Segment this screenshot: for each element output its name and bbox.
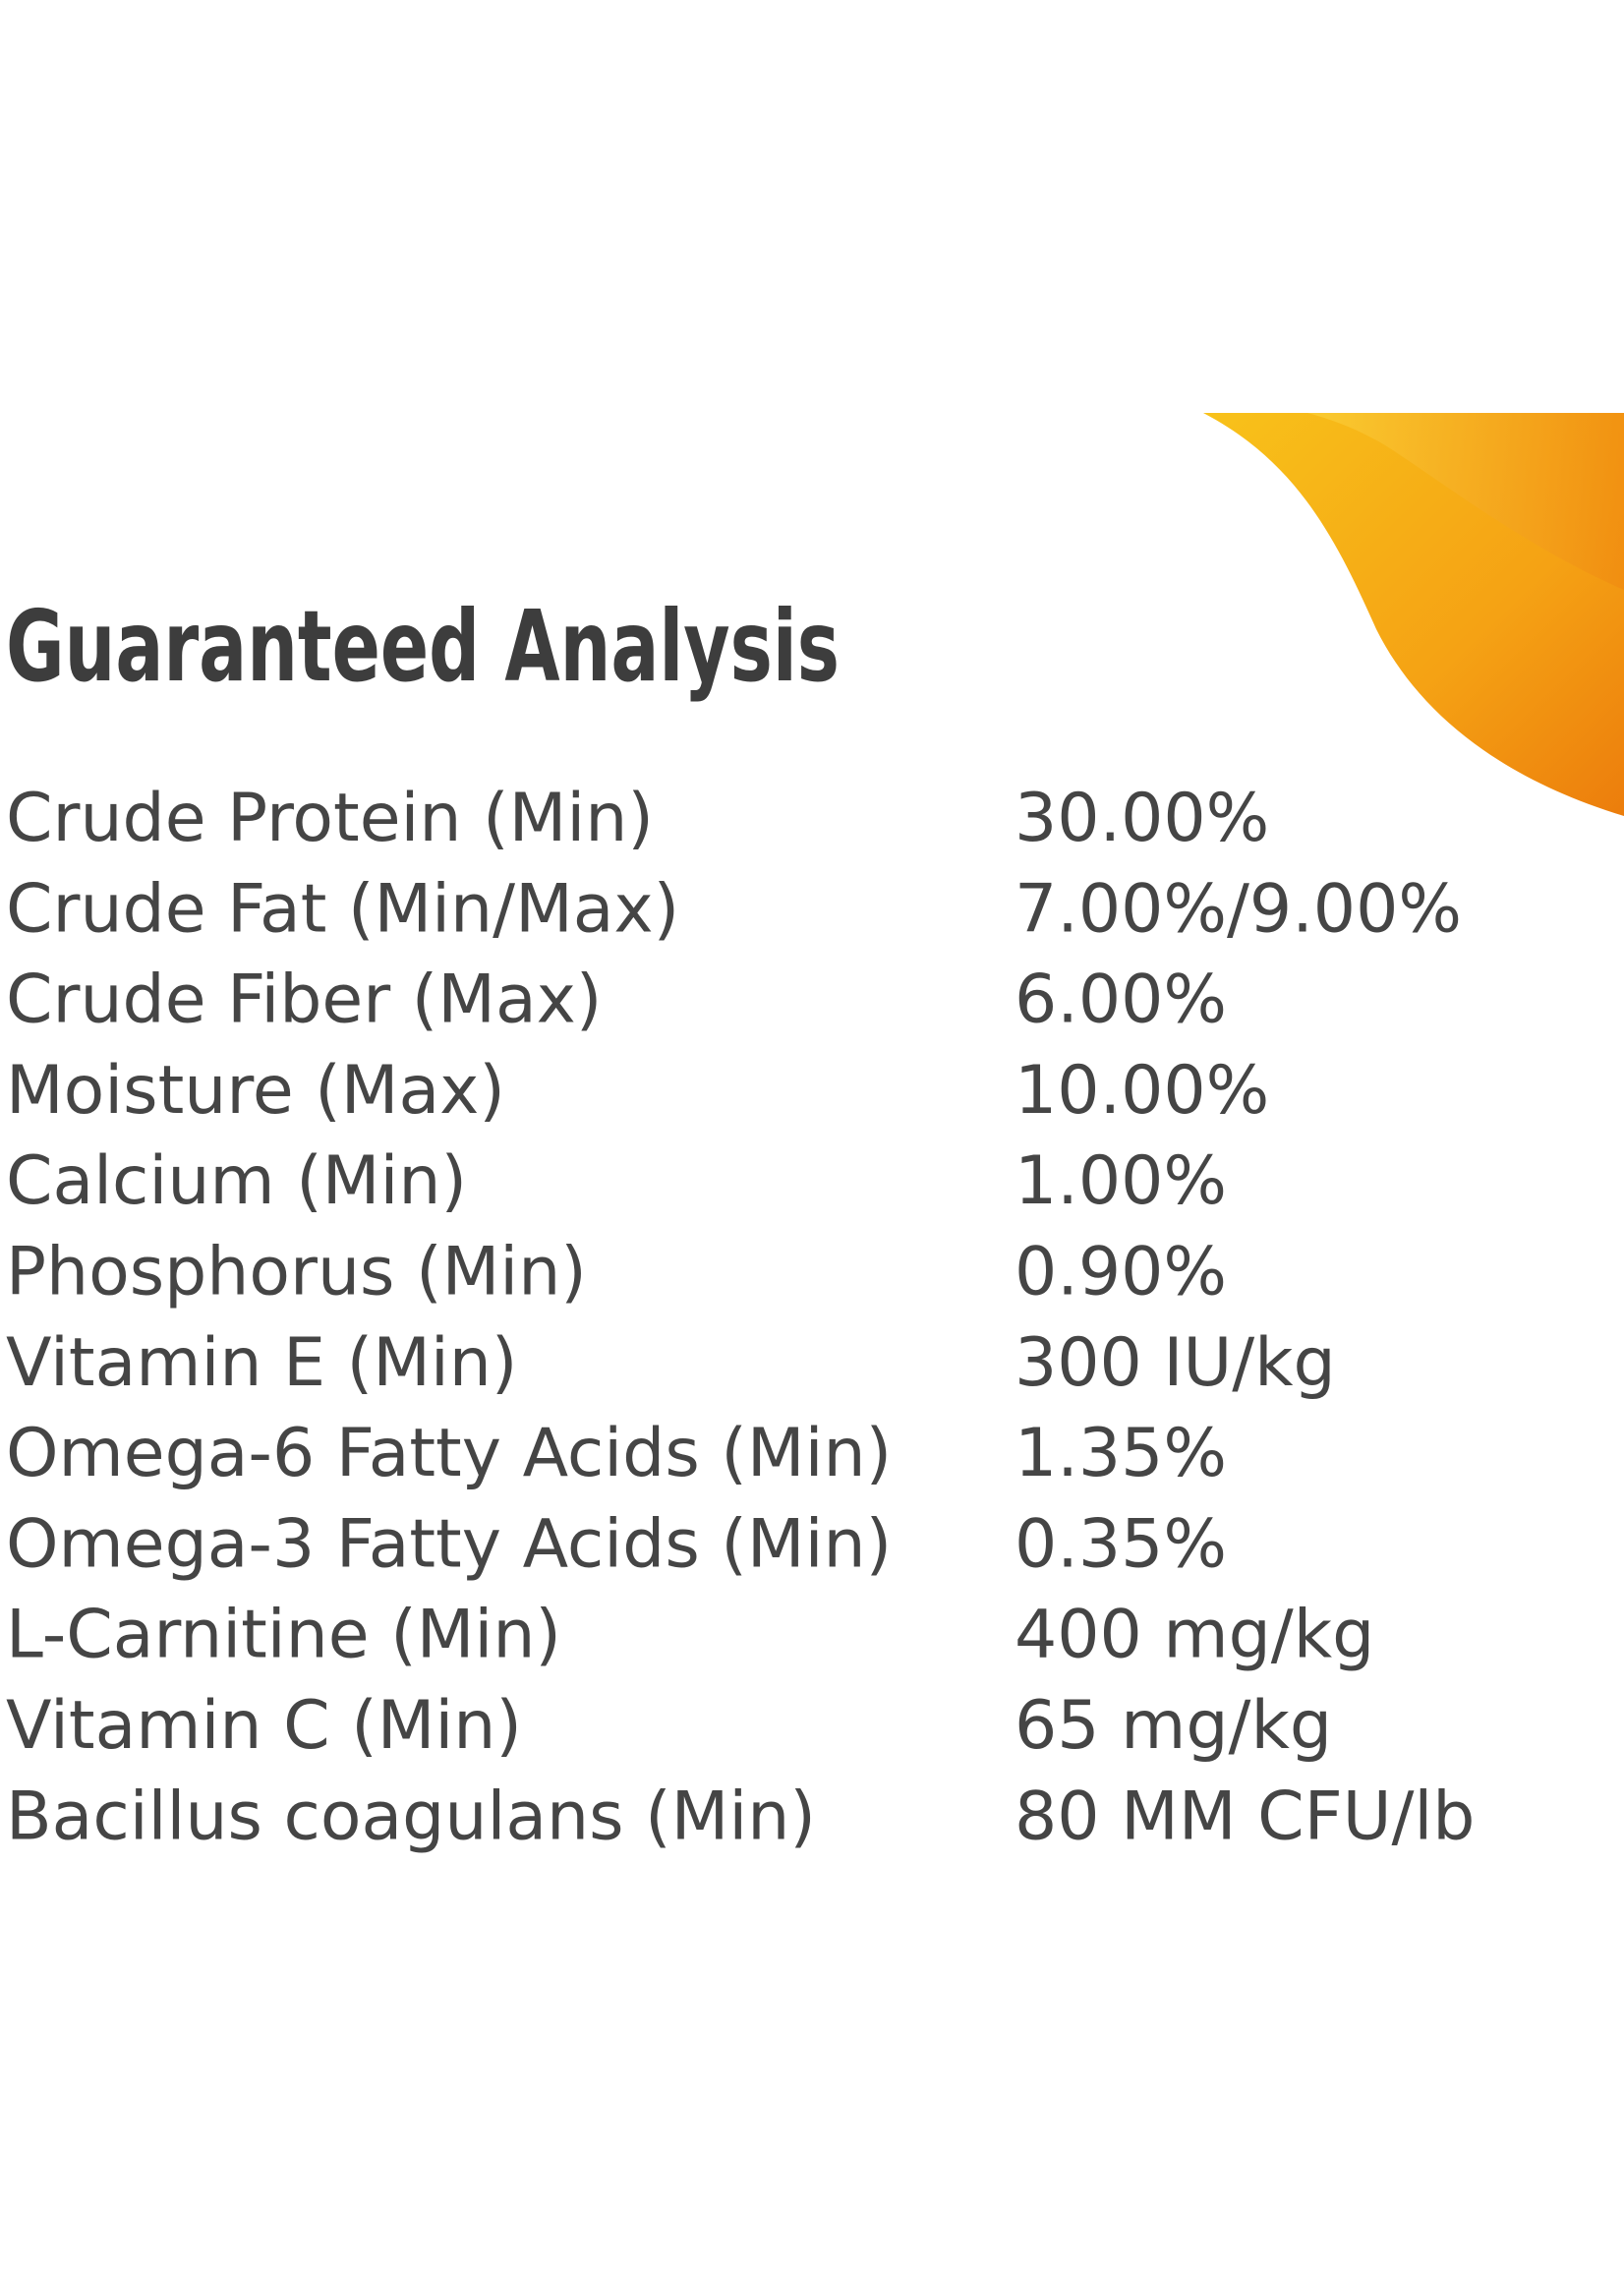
nutrient-label: Vitamin E (Min) — [6, 1324, 517, 1402]
nutrient-value: 10.00% — [1015, 1052, 1269, 1130]
nutrient-label: Calcium (Min) — [6, 1142, 467, 1220]
nutrient-value: 65 mg/kg — [1015, 1687, 1332, 1765]
nutrient-label: L-Carnitine (Min) — [6, 1597, 561, 1674]
nutrient-label: Phosphorus (Min) — [6, 1234, 587, 1312]
nutrient-value: 400 mg/kg — [1015, 1597, 1374, 1674]
nutrient-label: Omega-3 Fatty Acids (Min) — [6, 1505, 892, 1583]
decorative-swoosh-highlight — [1307, 413, 1624, 590]
nutrient-label: Bacillus coagulans (Min) — [6, 1778, 816, 1855]
nutrient-value: 0.90% — [1015, 1234, 1227, 1312]
nutrient-label: Vitamin C (Min) — [6, 1687, 522, 1765]
nutrient-value: 1.35% — [1015, 1415, 1227, 1492]
nutrient-value: 1.00% — [1015, 1142, 1227, 1220]
nutrient-value: 300 IU/kg — [1015, 1324, 1336, 1402]
nutrient-value: 6.00% — [1015, 962, 1227, 1039]
nutrient-label: Omega-6 Fatty Acids (Min) — [6, 1415, 892, 1492]
analysis-table: Crude Protein (Min) 30.00% Crude Fat (Min/… — [6, 780, 1475, 1855]
nutrient-value: 80 MM CFU/lb — [1015, 1778, 1475, 1855]
title: Guaranteed Analysis — [6, 589, 840, 704]
nutrient-value: 7.00%/9.00% — [1015, 870, 1462, 948]
nutrient-value: 30.00% — [1015, 780, 1269, 857]
nutrient-label: Crude Protein (Min) — [6, 780, 654, 857]
nutrient-label: Moisture (Max) — [6, 1052, 505, 1130]
nutrient-label: Crude Fiber (Max) — [6, 962, 602, 1039]
nutrient-value: 0.35% — [1015, 1505, 1227, 1583]
nutrient-label: Crude Fat (Min/Max) — [6, 870, 679, 948]
